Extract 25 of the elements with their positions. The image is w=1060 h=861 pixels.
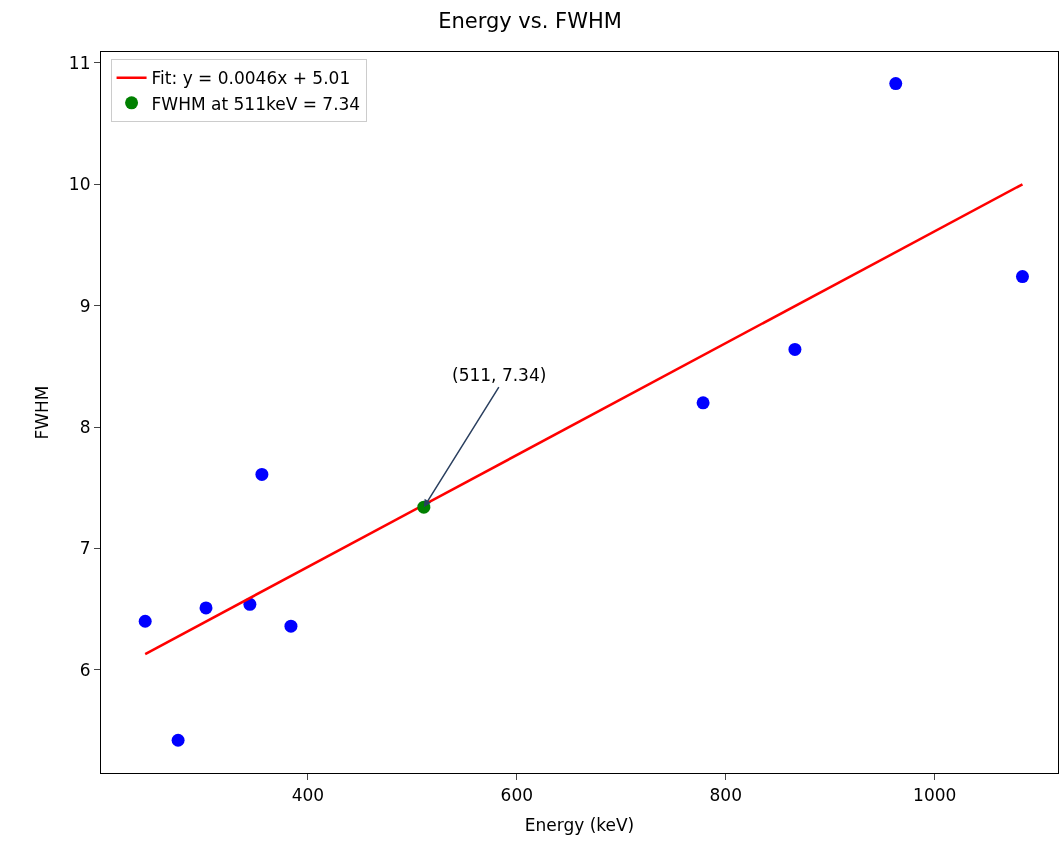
point xyxy=(199,601,213,615)
y-tick-label: 7 xyxy=(79,538,91,559)
chart-title: Energy vs. FWHM xyxy=(438,8,622,33)
x-tick-label: 400 xyxy=(291,784,325,805)
point xyxy=(171,733,185,747)
legend-label: FWHM at 511keV = 7.34 xyxy=(151,93,361,114)
point xyxy=(696,396,710,410)
x-axis-title: Energy (keV) xyxy=(524,814,635,835)
y-tick-label: 8 xyxy=(79,417,91,438)
point xyxy=(138,614,152,628)
point xyxy=(788,342,802,356)
y-tick-label: 10 xyxy=(68,174,91,195)
y-tick-label: 6 xyxy=(79,659,91,680)
point xyxy=(284,619,298,633)
point xyxy=(1015,270,1029,284)
y-tick-label: 11 xyxy=(68,52,91,73)
x-tick-label: 1000 xyxy=(913,784,957,805)
point xyxy=(255,467,269,481)
y-tick-label: 9 xyxy=(79,295,91,316)
x-tick-label: 600 xyxy=(500,784,534,805)
legend-label: Fit: y = 0.0046x + 5.01 xyxy=(151,68,351,89)
point xyxy=(889,77,903,91)
y-axis-title: FWHM xyxy=(32,385,53,440)
x-tick-label: 800 xyxy=(709,784,742,805)
annotation: (511, 7.34) xyxy=(452,365,547,385)
